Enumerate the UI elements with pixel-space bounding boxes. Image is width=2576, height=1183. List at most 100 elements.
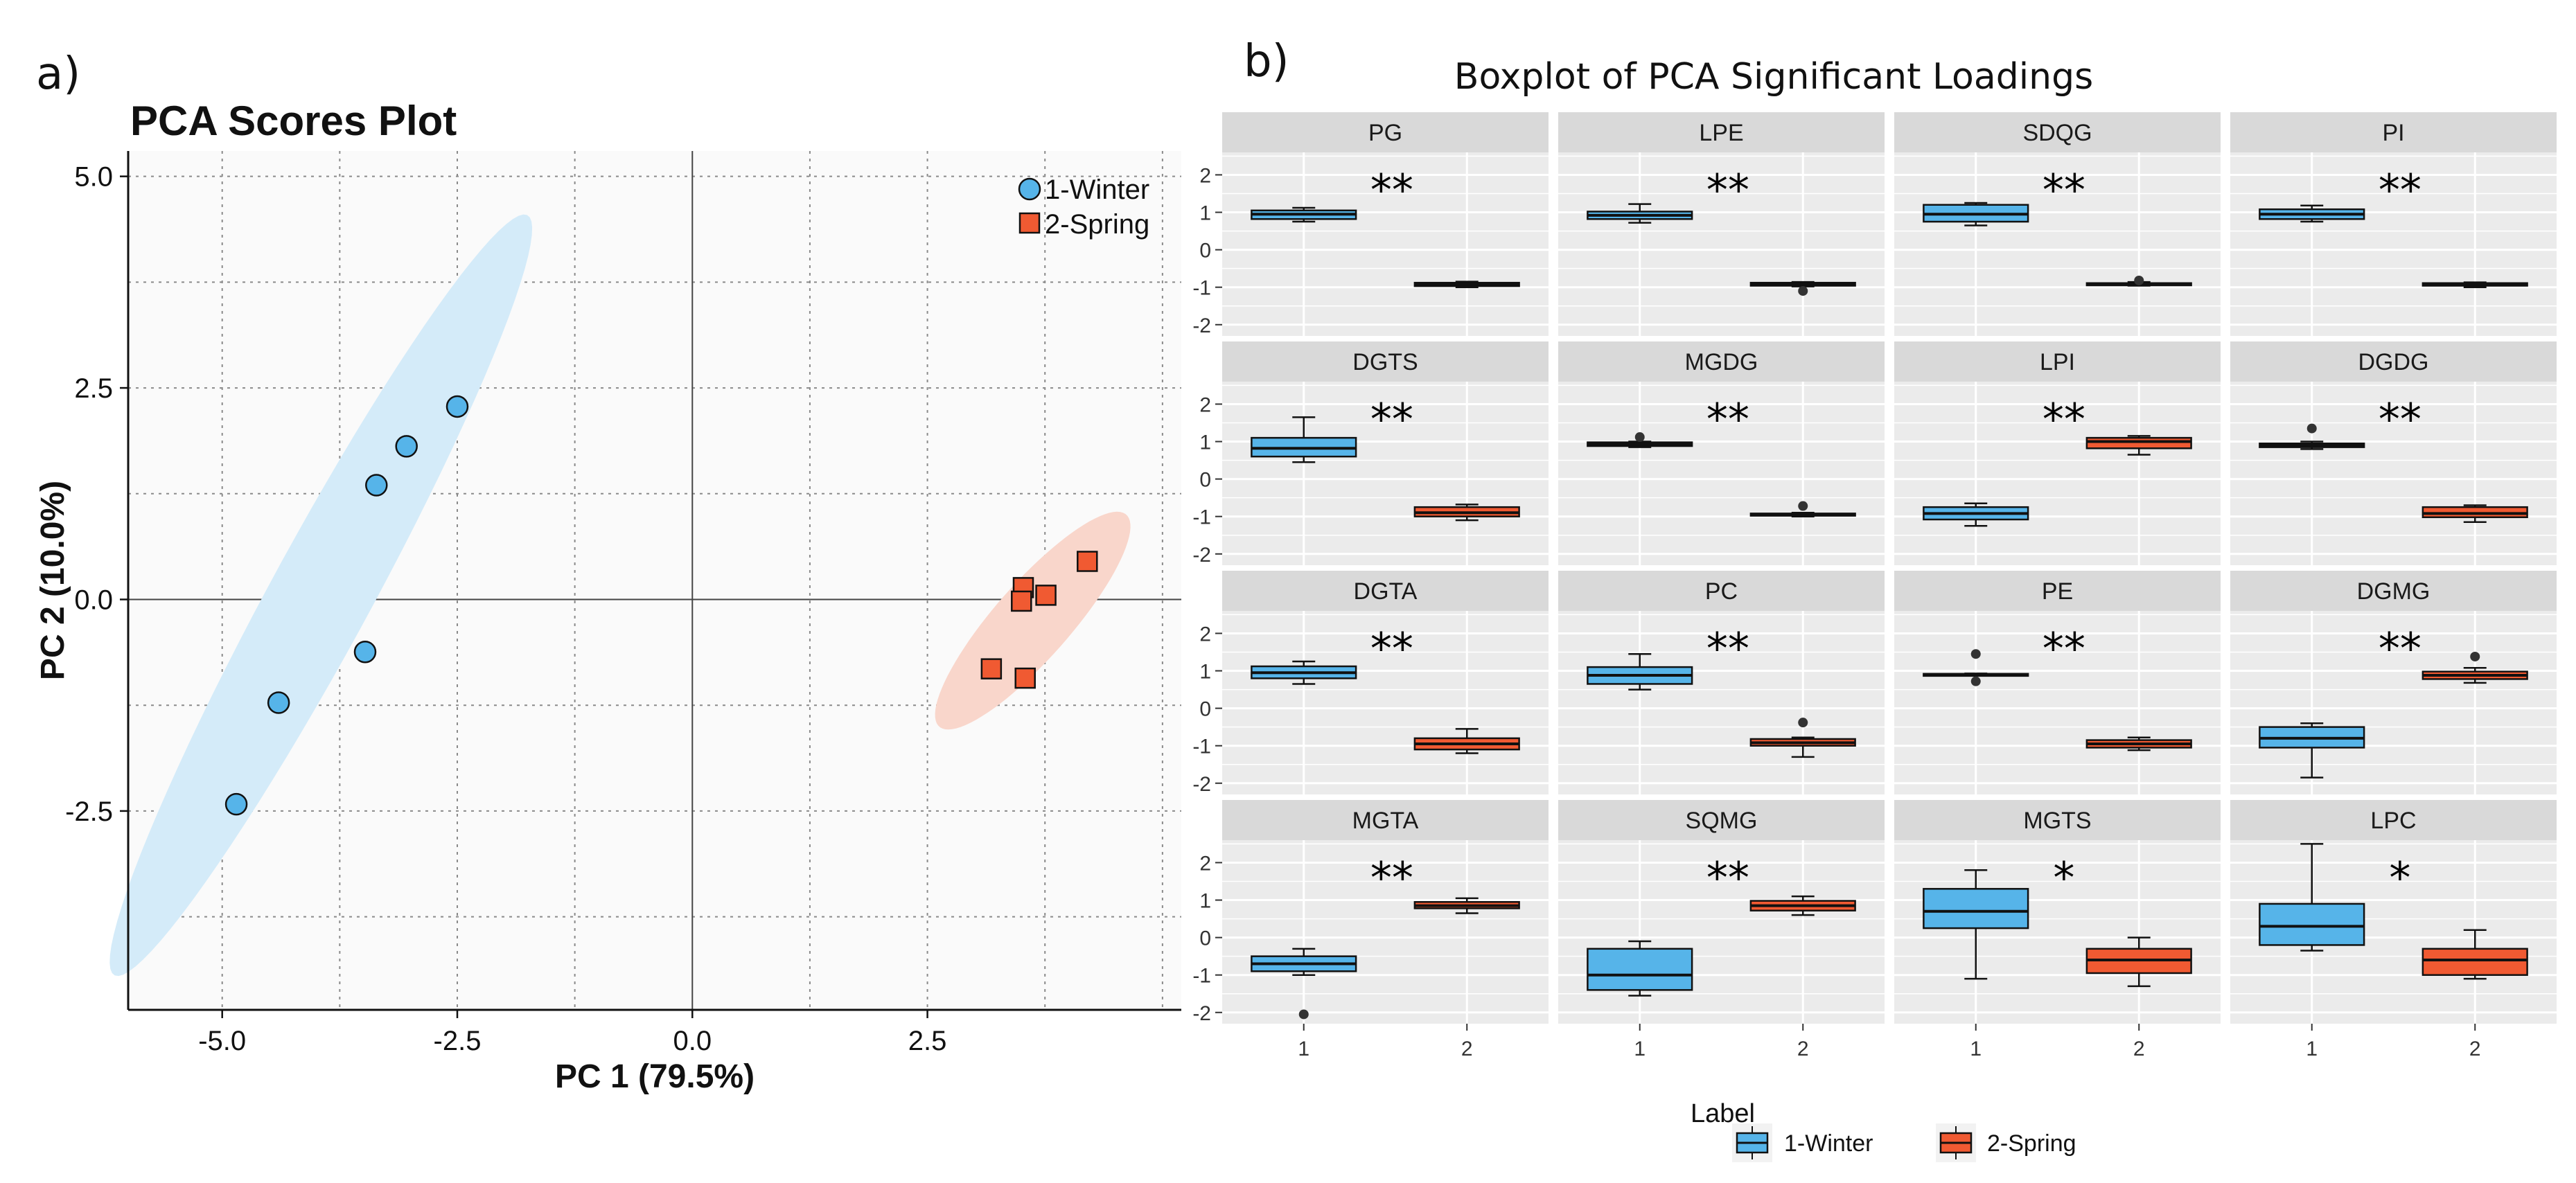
significance-marker: ** <box>2043 623 2085 674</box>
facet-strip-label: PG <box>1368 120 1402 146</box>
facet-plot-area <box>1894 611 2221 794</box>
significance-marker: ** <box>1370 623 1413 674</box>
legend-winter-label: 1-Winter <box>1045 175 1149 205</box>
facet-lpc: LPC * 1 2 <box>2230 800 2557 1060</box>
winter-confidence-ellipse <box>109 214 533 977</box>
legend-winter-marker <box>1018 177 1041 201</box>
facet-y-tick-label: 1 <box>1199 661 1211 684</box>
facet-strip <box>2230 800 2557 840</box>
winter-score-point <box>395 435 418 458</box>
facet-strip <box>2230 571 2557 611</box>
pca-y-ticks: -2.5 0.0 2.5 5.0 <box>65 162 128 827</box>
pca-y-tick-label: -2.5 <box>65 797 113 827</box>
facet-x-tick-label: 2 <box>1461 1038 1473 1060</box>
facet-sdqg: SDQG ** <box>1894 112 2221 336</box>
significance-marker: ** <box>2379 623 2421 674</box>
legend-spring-label: 2-Spring <box>1045 209 1149 240</box>
facet-strip <box>1894 571 2221 611</box>
facet-y-tick-label: 0 <box>1199 698 1211 721</box>
facet-dgts: DGTS ** -2 -1 0 1 2 <box>1192 341 1549 567</box>
box-body <box>1587 948 1693 991</box>
facet-strip <box>1558 112 1885 152</box>
spring-score-point <box>1011 590 1032 612</box>
facet-y-tick-label: 1 <box>1199 202 1211 225</box>
facet-y-tick-label: -1 <box>1192 506 1211 529</box>
facet-plot-area <box>1558 611 1885 794</box>
facet-y-tick-label: 0 <box>1199 469 1211 492</box>
facet-x-tick-label: 1 <box>1634 1038 1646 1060</box>
facet-strip <box>1558 800 1885 840</box>
panel-a-label: a) <box>36 48 80 100</box>
box-outlier <box>2470 651 2480 661</box>
facet-plot-area <box>1558 840 1885 1024</box>
facet-x-tick-label: 2 <box>1797 1038 1809 1060</box>
facet-mgts: MGTS * 1 2 <box>1894 800 2221 1060</box>
facet-strip <box>1222 341 1549 382</box>
facet-y-tick-label: -2 <box>1192 314 1211 337</box>
facet-y-tick-label: -2 <box>1192 544 1211 567</box>
box-outlier <box>1634 432 1645 443</box>
legend-spring-marker <box>1018 212 1041 234</box>
facet-y-tick-label: 0 <box>1199 240 1211 263</box>
facet-dgta: DGTA ** -2 -1 0 1 2 <box>1192 571 1549 796</box>
boxplot-title: Boxplot of PCA Significant Loadings <box>1454 56 2093 98</box>
pca-x-tick-label: -2.5 <box>434 1026 482 1056</box>
facet-strip-label: LPI <box>2040 349 2075 375</box>
box-outlier <box>1798 501 1808 511</box>
pca-y-tick-label: 0.0 <box>74 585 113 615</box>
facet-pi: PI ** <box>2230 112 2557 336</box>
pca-x-tick-label: -5.0 <box>198 1026 246 1056</box>
box-outlier <box>1298 1009 1309 1020</box>
facet-x-tick-label: 2 <box>2133 1038 2145 1060</box>
significance-marker: ** <box>2379 165 2421 215</box>
facet-strip <box>2230 341 2557 382</box>
pca-title: PCA Scores Plot <box>130 98 457 144</box>
facet-plot-area <box>1222 382 1549 565</box>
facet-x-tick-label: 1 <box>1298 1038 1309 1060</box>
facet-dgmg: DGMG ** <box>2230 571 2557 794</box>
facet-dgdg: DGDG ** <box>2230 341 2557 565</box>
significance-marker: ** <box>1370 853 1413 903</box>
facet-plot-area <box>1894 840 2221 1024</box>
winter-score-point <box>445 395 469 418</box>
facet-plot-area <box>1894 152 2221 336</box>
facet-strip <box>1894 800 2221 840</box>
significance-marker: ** <box>2379 394 2421 445</box>
facet-y-tick-label: -1 <box>1192 736 1211 758</box>
facet-strip-label: DGTA <box>1354 578 1418 605</box>
significance-marker: ** <box>1370 394 1413 445</box>
pca-scores-plot: -5.0 -2.5 0.0 2.5 -2.5 0.0 2.5 5.0 PC 1 (79.5%… <box>35 151 1181 1095</box>
pca-y-axis-title: PC 2 (10.0%) <box>35 481 71 680</box>
box-outlier <box>1970 649 1981 659</box>
facet-strip-label: PC <box>1705 578 1738 605</box>
facet-y-tick-label: -1 <box>1192 277 1211 300</box>
pca-points <box>224 395 1098 816</box>
boxplot-facets: PG**-2-1012LPE**SDQG**PI**DGTS**-2-1012M… <box>1192 112 2557 1060</box>
facet-mgta: MGTA ** -2 -1 0 1 2 1 2 <box>1192 800 1549 1060</box>
spring-score-point <box>1014 667 1036 689</box>
spring-score-point <box>980 658 1003 679</box>
box-body <box>2421 948 2528 976</box>
spring-score-point <box>1077 551 1098 572</box>
facet-pe: PE ** <box>1894 571 2221 794</box>
significance-marker: ** <box>1706 853 1749 903</box>
facet-x-tick-label: 1 <box>2306 1038 2318 1060</box>
boxplot-legend-spring-key <box>1936 1123 1976 1162</box>
significance-marker: * <box>2389 853 2410 903</box>
pca-legend: 1-Winter 2-Spring <box>1018 175 1149 240</box>
facet-plot-area <box>1894 382 2221 565</box>
facet-plot-area <box>1222 152 1549 336</box>
facet-x-tick-label: 2 <box>2469 1038 2481 1060</box>
pca-x-axis-title: PC 1 (79.5%) <box>555 1058 755 1095</box>
winter-score-point <box>224 792 248 816</box>
facet-strip <box>1222 571 1549 611</box>
facet-y-tick-label: 2 <box>1199 164 1211 187</box>
facet-strip-label: DGTS <box>1352 349 1418 375</box>
facet-y-tick-label: 2 <box>1199 393 1211 416</box>
significance-marker: ** <box>2043 165 2085 215</box>
facet-strip-label: SDQG <box>2022 120 2092 146</box>
facet-strip-label: DGMG <box>2357 578 2431 605</box>
facet-plot-area <box>2230 611 2557 794</box>
pca-x-ticks: -5.0 -2.5 0.0 2.5 <box>198 1010 946 1056</box>
winter-score-point <box>365 474 388 497</box>
